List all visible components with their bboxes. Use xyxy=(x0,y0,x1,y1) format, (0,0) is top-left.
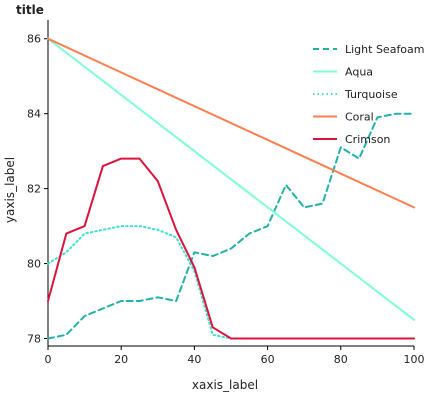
x-tick-label: 60 xyxy=(261,353,275,366)
x-tick-label: 100 xyxy=(404,353,425,366)
x-tick-label: 0 xyxy=(45,353,52,366)
x-tick-label: 80 xyxy=(334,353,348,366)
chart-title: title xyxy=(16,3,44,17)
x-axis-title: xaxis_label xyxy=(192,378,258,392)
y-tick-label: 80 xyxy=(27,258,41,271)
y-tick-label: 82 xyxy=(27,183,41,196)
series-line-turquoise xyxy=(47,225,415,340)
x-tick-label: 20 xyxy=(114,353,128,366)
x-tick-label: 40 xyxy=(187,353,201,366)
y-axis-title: yaxis_label xyxy=(3,157,17,223)
series-group xyxy=(47,37,415,340)
legend-label-crimson: Crimson xyxy=(345,133,390,146)
y-tick-label: 84 xyxy=(27,108,41,121)
axes: 0 20 40 60 80 100 78 80 82 84 86 xyxy=(27,20,425,366)
y-tick-label: 78 xyxy=(27,333,41,346)
legend-label-coral: Coral xyxy=(345,111,374,124)
legend: Light Seafoam Aqua Turquoise Coral Crimson xyxy=(313,43,425,146)
legend-label-light-seafoam: Light Seafoam xyxy=(345,43,425,56)
series-line-light-seafoam xyxy=(47,112,415,340)
series-line-crimson xyxy=(47,157,415,340)
series-line-aqua xyxy=(47,37,415,321)
legend-label-aqua: Aqua xyxy=(345,66,373,79)
y-tick-label: 86 xyxy=(27,33,41,46)
legend-label-turquoise: Turquoise xyxy=(344,88,398,101)
series-line-coral xyxy=(47,37,415,209)
